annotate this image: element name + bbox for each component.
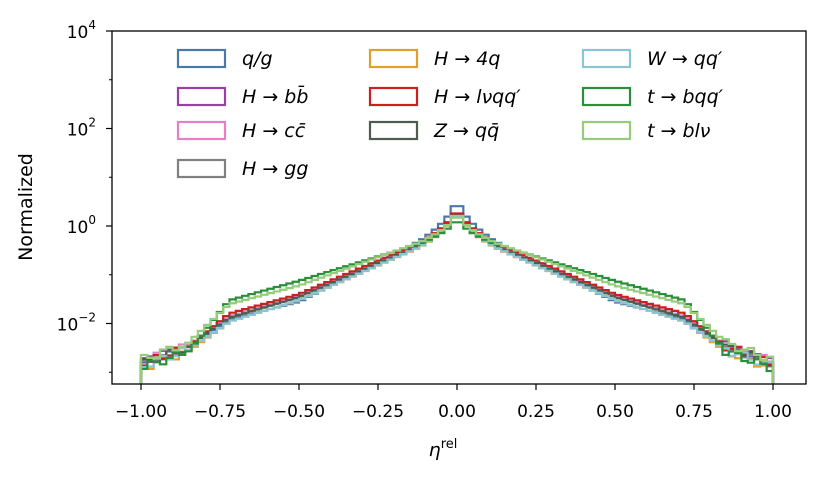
y-tick-exponent: 0 [88, 213, 96, 227]
y-tick-base: 10 [67, 23, 89, 43]
legend-swatch [176, 158, 227, 179]
y-tick-base: 10 [67, 218, 89, 238]
x-axis-label: ηrel [429, 437, 458, 461]
x-tick-label: 0.50 [596, 402, 634, 422]
legend-label: H → lνqq′ [434, 86, 521, 108]
legend-label: H → bb̄ [242, 84, 308, 108]
legend-swatch [368, 120, 419, 141]
legend-swatch [368, 86, 419, 107]
legend-label: q/g [242, 48, 273, 70]
y-tick-exponent: −2 [78, 311, 96, 325]
legend-label: H → 4q [434, 48, 500, 70]
series-6-step-line [139, 212, 775, 384]
legend-swatch [176, 48, 227, 69]
series-10-step-line [139, 216, 775, 384]
x-tick-label: 1.00 [754, 402, 792, 422]
y-tick-exponent: 4 [88, 18, 96, 32]
x-tick-label: 0.00 [438, 402, 476, 422]
legend: q/g H → bb̄ H → cc̄ H → gg H → 4q H → lνqq′ Z … [176, 48, 724, 180]
x-axis-superscript: rel [441, 437, 458, 452]
x-tick-label: −0.75 [194, 402, 246, 422]
y-tick-exponent: 2 [88, 116, 96, 130]
legend-swatch [581, 48, 632, 69]
y-tick-label: 10−2 [57, 311, 96, 336]
x-axis: −1.00 −0.75 −0.50 −0.25 0.00 0.25 0.50 0.75 1.00 [115, 384, 792, 422]
legend-swatch [581, 86, 632, 107]
legend-swatch [581, 120, 632, 141]
y-tick-label: 102 [67, 116, 96, 141]
series-9-step-line [139, 221, 775, 384]
x-tick-label: 0.25 [517, 402, 555, 422]
histogram-series [139, 205, 775, 384]
series-8-step-line [139, 214, 775, 384]
x-axis-symbol: η [429, 439, 441, 461]
series-1-step-line [139, 205, 775, 384]
y-tick-base: 10 [57, 316, 79, 336]
x-tick-label: 0.75 [675, 402, 713, 422]
legend-label: t → bqq′ [647, 86, 724, 108]
legend-swatch [368, 48, 419, 69]
x-tick-label: −1.00 [115, 402, 167, 422]
legend-swatch [176, 86, 227, 107]
y-tick-label: 104 [67, 18, 96, 43]
plot-frame [111, 30, 807, 385]
y-axis-label: Normalized [15, 153, 37, 261]
y-tick-label: 100 [67, 213, 96, 238]
legend-label: Z → qq̄ [433, 120, 499, 142]
legend-label: H → gg [242, 158, 308, 180]
legend-swatch [176, 120, 227, 141]
x-tick-label: −0.25 [352, 402, 404, 422]
x-tick-label: −0.50 [273, 402, 325, 422]
legend-label: H → cc̄ [242, 120, 306, 142]
y-tick-base: 10 [67, 121, 89, 141]
legend-label: W → qq′ [647, 48, 723, 70]
legend-label: t → blν [647, 120, 711, 142]
